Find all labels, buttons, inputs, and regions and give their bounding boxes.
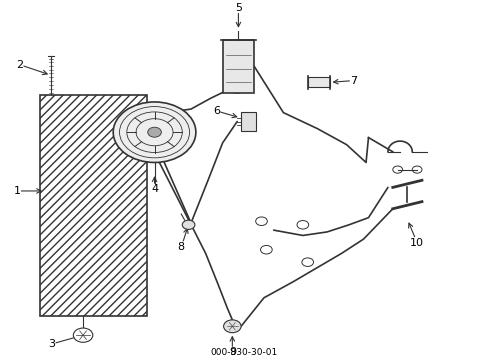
Circle shape <box>301 258 313 266</box>
Text: 10: 10 <box>409 238 423 248</box>
Circle shape <box>113 102 196 162</box>
Circle shape <box>73 328 93 342</box>
Bar <box>40 95 147 316</box>
Text: 000-830-30-01: 000-830-30-01 <box>210 347 278 356</box>
Circle shape <box>296 221 308 229</box>
Text: 1: 1 <box>14 186 20 196</box>
Bar <box>222 40 254 93</box>
Text: 5: 5 <box>234 3 242 13</box>
Circle shape <box>255 217 267 225</box>
Text: 6: 6 <box>212 106 219 116</box>
Text: 2: 2 <box>16 59 23 69</box>
Bar <box>307 77 329 87</box>
Circle shape <box>147 127 161 137</box>
Text: 3: 3 <box>48 339 55 349</box>
Bar <box>240 112 256 131</box>
Circle shape <box>260 246 272 254</box>
Text: 9: 9 <box>228 347 235 357</box>
Text: 8: 8 <box>177 242 184 252</box>
Circle shape <box>182 220 195 229</box>
Circle shape <box>223 320 241 333</box>
Text: 4: 4 <box>151 184 158 194</box>
Text: 7: 7 <box>349 76 357 86</box>
